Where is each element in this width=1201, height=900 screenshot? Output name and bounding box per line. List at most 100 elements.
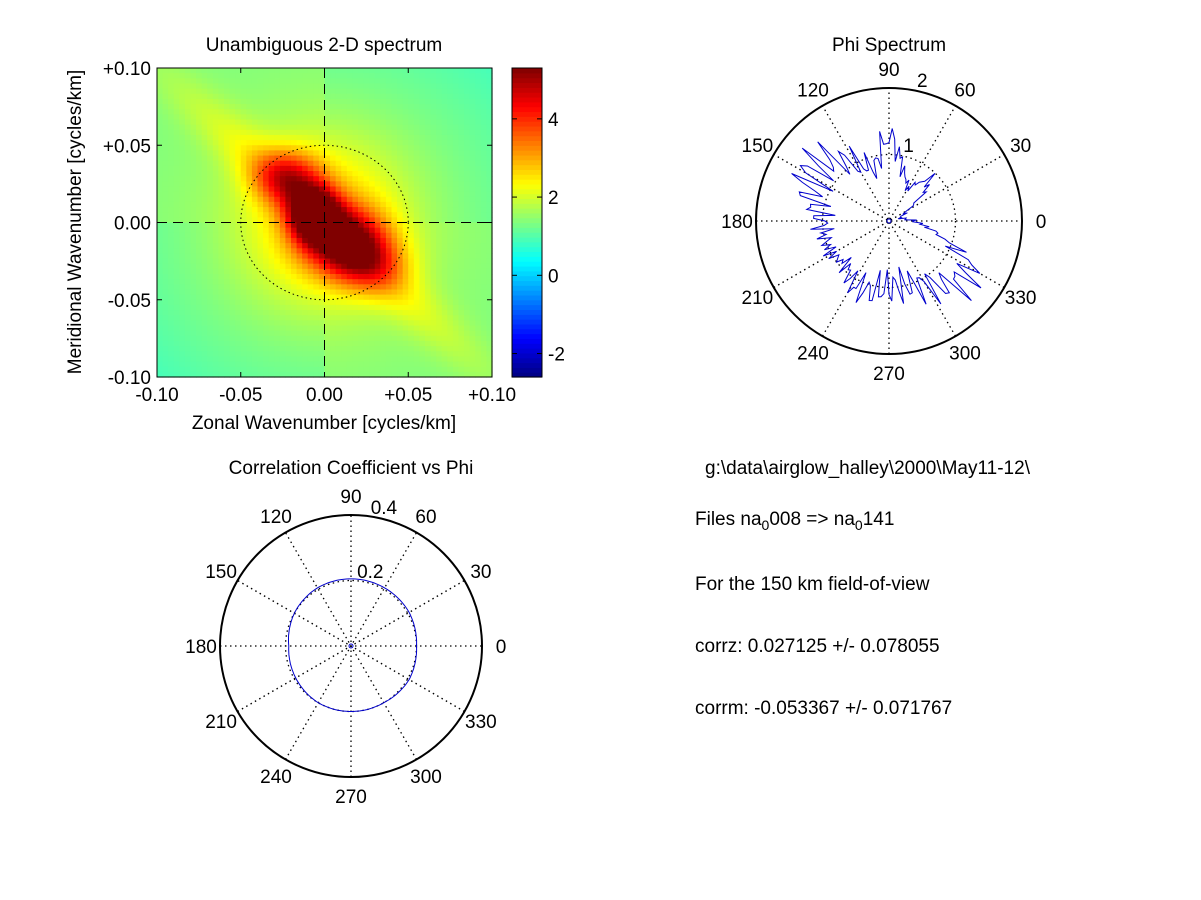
colorbar-cell <box>512 280 542 286</box>
heatmap-cell <box>251 263 259 270</box>
heatmap-cell <box>201 201 208 208</box>
heatmap-cell <box>452 134 460 141</box>
heatmap-cell <box>369 335 376 342</box>
heatmap-cell <box>324 145 331 151</box>
heatmap-cell <box>207 315 214 321</box>
heatmap-cell <box>196 325 203 332</box>
heatmap-cell <box>408 165 415 172</box>
heatmap-cell <box>335 263 342 270</box>
heatmap-cell <box>480 248 488 254</box>
heatmap-cell <box>374 361 381 368</box>
heatmap-cell <box>358 73 365 79</box>
heatmap-cell <box>486 248 493 254</box>
heatmap-cell <box>285 351 292 357</box>
heatmap-cell <box>380 294 387 301</box>
heatmap-cell <box>196 196 203 203</box>
heatmap-cell <box>302 346 309 352</box>
heatmap-cell <box>469 253 476 260</box>
heatmap-cell <box>190 119 197 126</box>
heatmap-cell <box>464 304 471 311</box>
heatmap-cell <box>413 289 421 296</box>
heatmap-cell <box>341 145 348 151</box>
heatmap-cell <box>313 346 320 352</box>
heatmap-cell <box>341 294 348 301</box>
heatmap-cell <box>380 98 387 105</box>
heatmap-cell <box>335 227 342 234</box>
heatmap-cell <box>212 335 220 342</box>
heatmap-cell <box>324 279 331 285</box>
heatmap-cell <box>263 160 270 167</box>
heatmap-cell <box>313 294 320 301</box>
heatmap-cell <box>196 93 203 100</box>
heatmap-cell <box>173 227 180 234</box>
heatmap-cell <box>240 304 247 311</box>
heatmap-cell <box>235 98 242 105</box>
heatmap-cell <box>318 335 326 342</box>
heatmap-cell <box>441 232 448 239</box>
heatmap-cell <box>201 268 208 275</box>
heatmap-cell <box>190 351 197 357</box>
heatmap-cell <box>469 78 476 85</box>
heatmap-cell <box>430 243 437 249</box>
heatmap-cell <box>475 160 482 167</box>
heatmap-cell <box>162 320 169 327</box>
heatmap-cell <box>408 366 415 373</box>
heatmap-cell <box>408 237 415 244</box>
heatmap-cell <box>318 299 326 306</box>
heatmap-cell <box>196 212 203 218</box>
heatmap-cell <box>458 325 465 332</box>
heatmap-cell <box>246 73 253 79</box>
heatmap-cell <box>291 351 298 357</box>
heatmap-cell <box>358 165 365 172</box>
heatmap-cell <box>224 186 231 193</box>
heatmap-cell <box>235 356 242 363</box>
heatmap-cell <box>402 212 409 218</box>
heatmap-cell <box>324 351 331 357</box>
heatmap-cell <box>251 217 259 224</box>
heatmap-cell <box>341 150 348 157</box>
heatmap-cell <box>296 356 303 363</box>
heatmap-cell <box>447 201 454 208</box>
heatmap-cell <box>419 325 426 332</box>
heatmap-cell <box>279 330 287 337</box>
heatmap-cell <box>257 165 264 172</box>
heatmap-cell <box>196 124 203 131</box>
heatmap-cell <box>196 68 203 74</box>
heatmap-cell <box>464 366 471 373</box>
heatmap-cell <box>173 181 180 188</box>
heatmap-cell <box>480 186 488 193</box>
heatmap-cell <box>458 371 465 378</box>
heatmap-cell <box>436 227 443 234</box>
heatmap-cell <box>380 253 387 260</box>
heatmap-cell <box>352 171 359 177</box>
heatmap-cell <box>480 104 488 110</box>
heatmap-cell <box>330 330 337 337</box>
heatmap-cell <box>184 222 192 229</box>
heatmap-cell <box>274 346 281 352</box>
heatmap-cell <box>257 119 264 126</box>
heatmap-cell <box>358 129 365 136</box>
heatmap-cell <box>430 232 437 239</box>
heatmap-cell <box>402 181 409 188</box>
heatmap-cell <box>419 181 426 188</box>
heatmap-cell <box>480 356 488 363</box>
heatmap-cell <box>157 237 164 244</box>
heatmap-cell <box>452 222 460 229</box>
heatmap-cell <box>391 73 398 79</box>
heatmap-cell <box>324 181 331 188</box>
heatmap-cell <box>419 98 426 105</box>
colorbar-cell <box>512 125 542 132</box>
heatmap-cell <box>346 201 354 208</box>
heatmap-cell <box>263 232 270 239</box>
heatmap-cell <box>235 186 242 193</box>
heatmap-cell <box>196 78 203 85</box>
heatmap-cell <box>464 361 471 368</box>
heatmap-cell <box>190 129 197 136</box>
heatmap-cell <box>419 114 426 121</box>
heatmap-cell <box>279 155 287 162</box>
heatmap-cell <box>402 356 409 363</box>
heatmap-cell <box>441 274 448 280</box>
heatmap-cell <box>302 366 309 373</box>
heatmap-cell <box>212 289 220 296</box>
heatmap-cell <box>257 371 264 378</box>
